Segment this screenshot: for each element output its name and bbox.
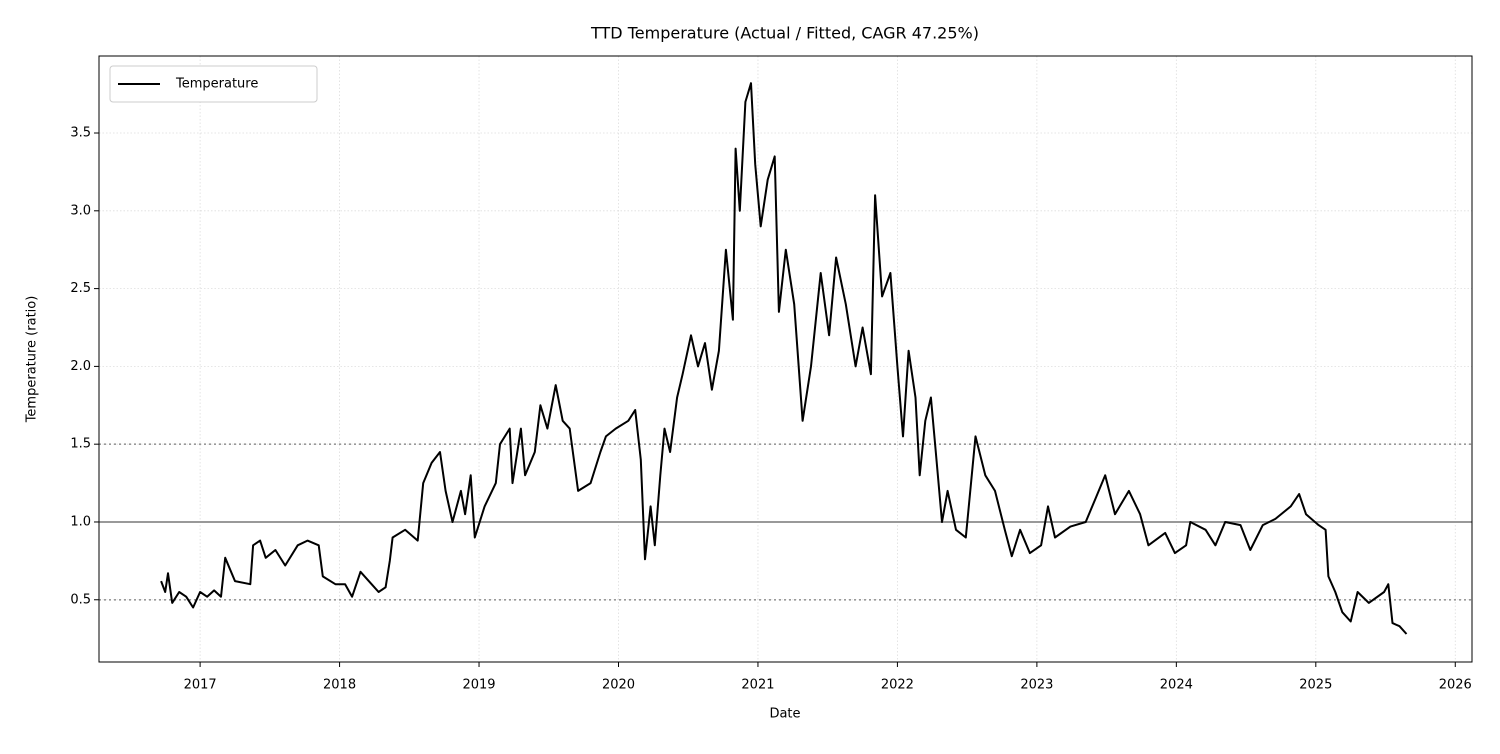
x-tick-label: 2024: [1160, 678, 1193, 693]
legend-label: Temperature: [175, 77, 258, 92]
chart-title: TTD Temperature (Actual / Fitted, CAGR 4…: [590, 24, 979, 43]
x-tick-label: 2018: [323, 678, 356, 693]
y-tick-label: 1.0: [70, 514, 91, 529]
y-tick-label: 3.0: [70, 203, 91, 218]
x-tick-label: 2020: [602, 678, 635, 693]
x-tick-label: 2021: [741, 678, 774, 693]
legend-box: [109, 65, 318, 103]
y-tick-label: 3.5: [70, 126, 91, 141]
data-line: [160, 82, 1408, 635]
x-tick-label: 2025: [1299, 678, 1332, 693]
y-tick-label: 2.0: [70, 359, 91, 374]
y-tick-label: 1.5: [70, 437, 91, 452]
x-tick-label: 2026: [1439, 678, 1472, 693]
y-tick-label: 2.5: [70, 281, 91, 296]
x-axis-label: Date: [769, 707, 800, 722]
x-tick-label: 2017: [184, 678, 217, 693]
x-tick-label: 2023: [1020, 678, 1053, 693]
y-tick-label: 0.5: [70, 592, 91, 607]
x-tick-label: 2019: [462, 678, 495, 693]
plot-frame: [98, 55, 1473, 663]
x-tick-label: 2022: [881, 678, 914, 693]
y-axis-label: Temperature (ratio): [25, 296, 40, 424]
